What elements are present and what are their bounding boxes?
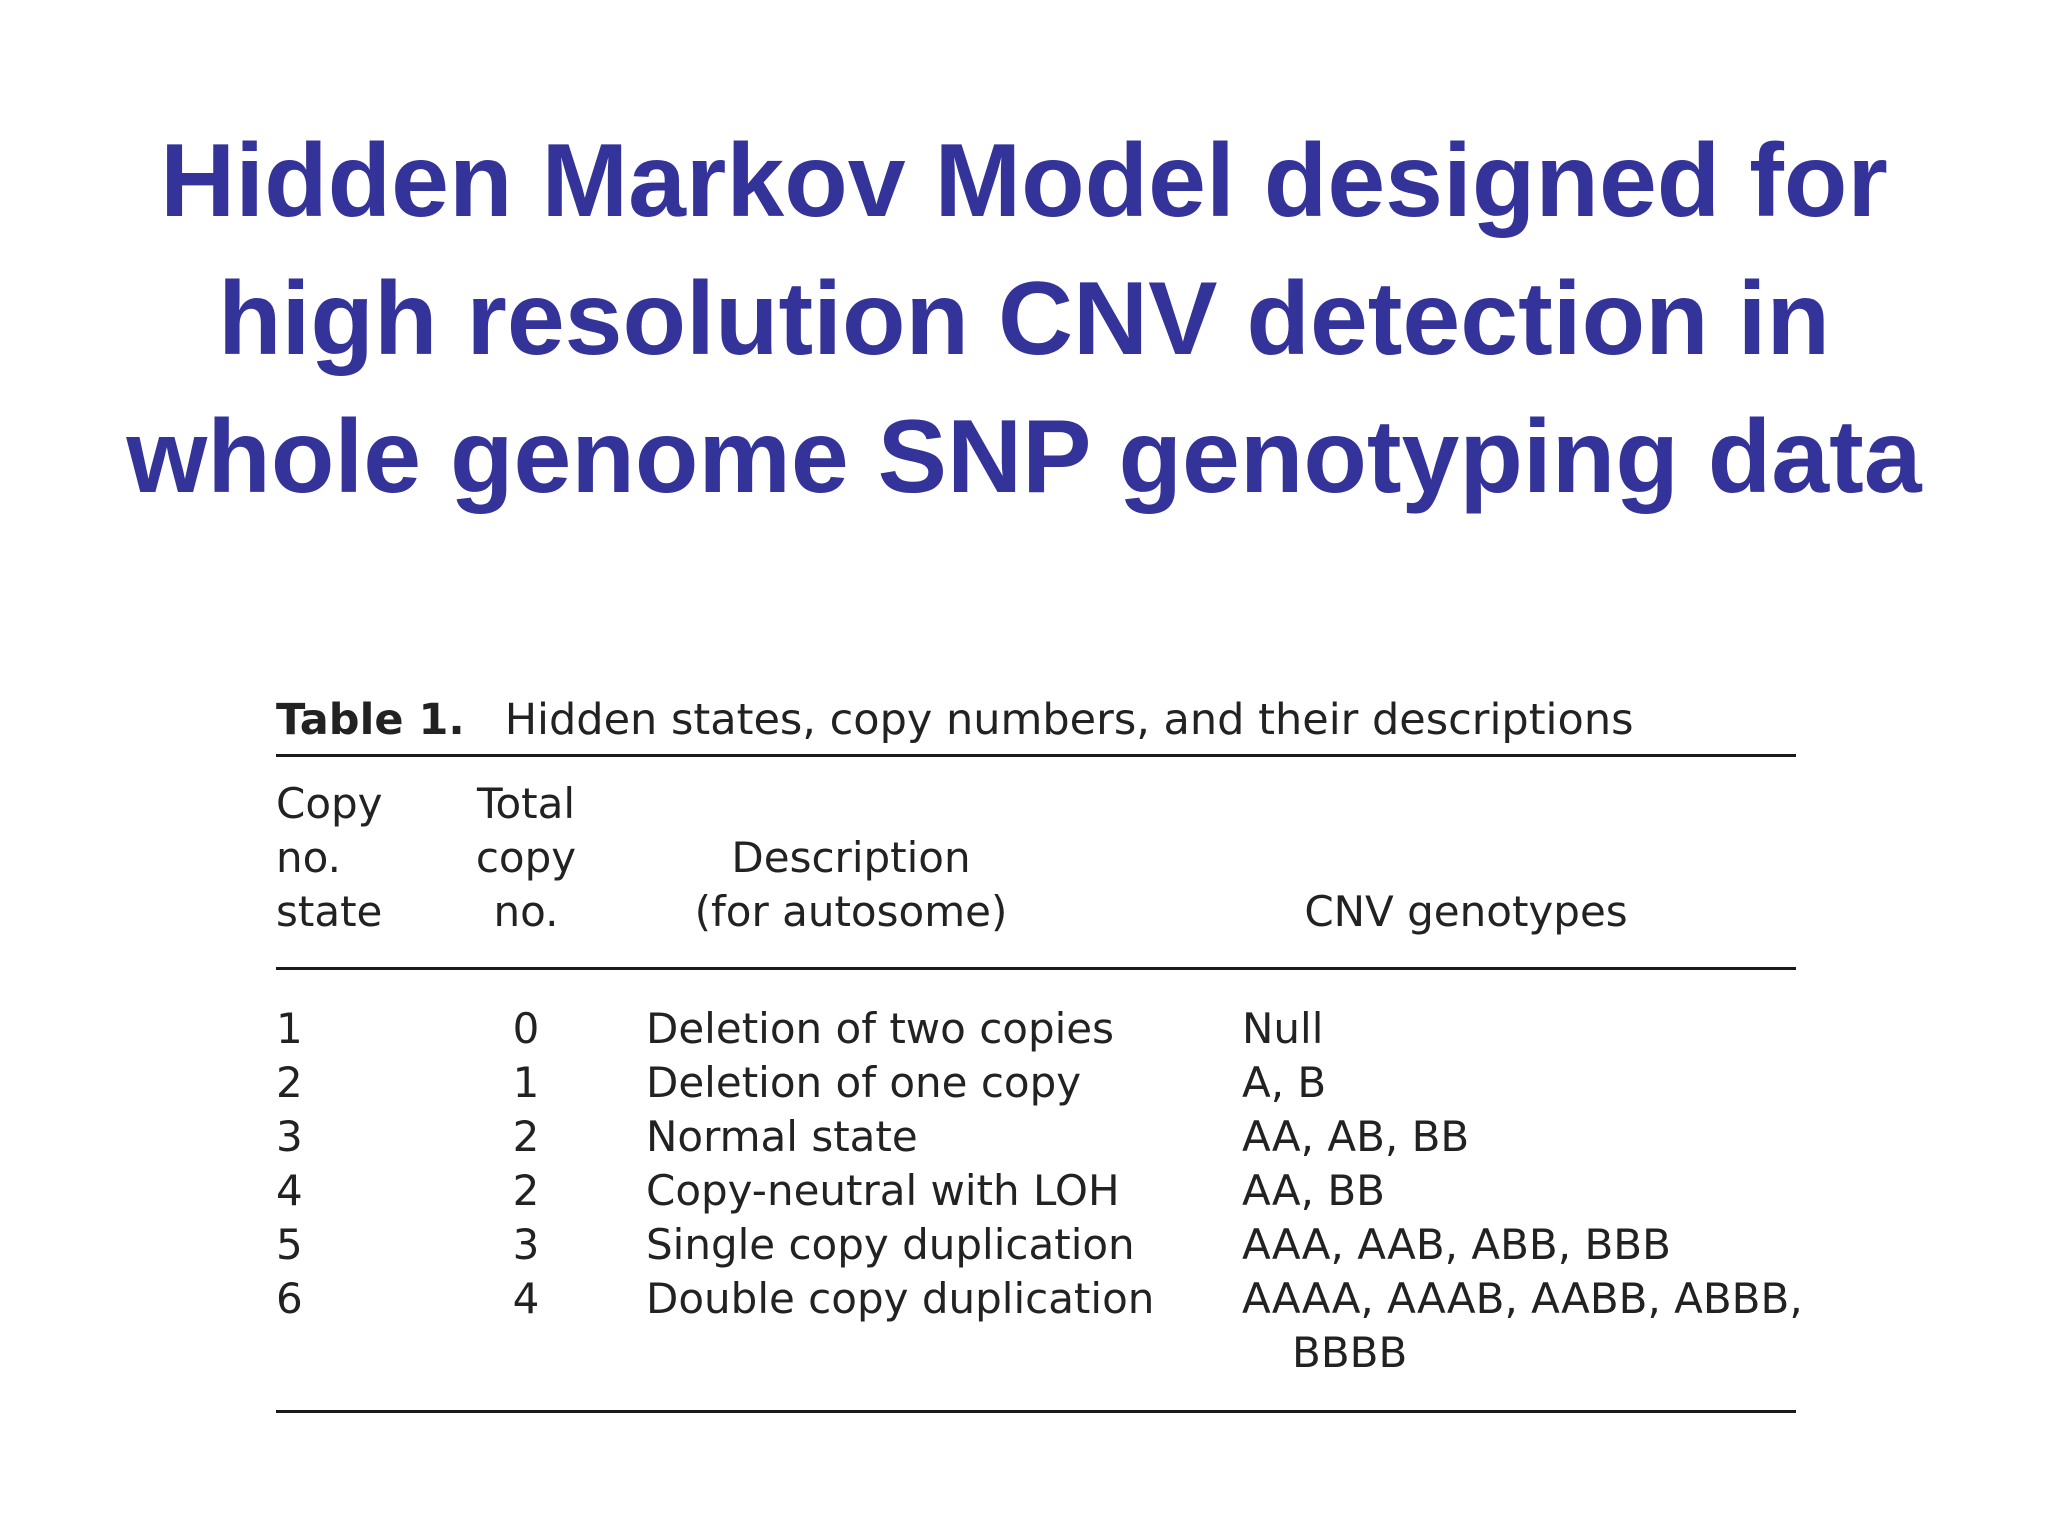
title-line-3: whole genome SNP genotyping data	[126, 399, 1922, 515]
header-rule	[276, 967, 1796, 970]
table-caption: Table 1. Hidden states, copy numbers, and…	[276, 690, 1796, 754]
cell-total: 3	[512, 1220, 540, 1269]
cell-description: Single copy duplication	[646, 1220, 1135, 1269]
slide-title: Hidden Markov Model designed for high re…	[0, 112, 2048, 526]
cell-genotypes: AA, AB, BB	[1242, 1112, 1470, 1161]
cell-description: Deletion of two copies	[646, 1004, 1115, 1053]
table-caption-text: Hidden states, copy numbers, and their d…	[504, 695, 1634, 745]
title-line-1: Hidden Markov Model designed for	[160, 123, 1888, 239]
table-row: 6 4 Double copy duplication AAAA, AAAB, …	[276, 1272, 1803, 1380]
table-row: 4 2 Copy-neutral with LOH AA, BB	[276, 1164, 1796, 1218]
header-description: Description (for autosome)	[694, 833, 1008, 936]
cell-state: 1	[276, 1004, 303, 1053]
table-body: 1 0 Deletion of two copies Null 2 1 Dele…	[276, 970, 1803, 1410]
table-row: 5 3 Single copy duplication AAA, AAB, AB…	[276, 1218, 1796, 1272]
cell-state: 6	[276, 1274, 303, 1323]
cell-state: 2	[276, 1058, 303, 1107]
table-row: 3 2 Normal state AA, AB, BB	[276, 1110, 1796, 1164]
cell-state: 5	[276, 1220, 303, 1269]
bottom-rule	[276, 1410, 1796, 1413]
cell-state: 3	[276, 1112, 303, 1161]
header-total-copy: Total copy no.	[475, 779, 577, 936]
cell-description: Deletion of one copy	[646, 1058, 1082, 1107]
cell-genotypes: Null	[1242, 1004, 1324, 1053]
table-caption-label: Table 1.	[276, 695, 465, 745]
cell-total: 1	[512, 1058, 540, 1107]
top-rule	[276, 754, 1796, 757]
cell-state: 4	[276, 1166, 303, 1215]
cell-genotypes: AAAA, AAAB, AABB, ABBB, BBBB	[1242, 1272, 1803, 1380]
table-figure: Table 1. Hidden states, copy numbers, and…	[276, 690, 1803, 1413]
cell-description: Double copy duplication	[646, 1274, 1155, 1323]
header-cnv-genotypes: CNV genotypes	[1304, 887, 1628, 936]
cell-total: 0	[512, 1004, 540, 1053]
cell-description: Copy-neutral with LOH	[646, 1166, 1120, 1215]
cell-genotypes: AAA, AAB, ABB, BBB	[1242, 1220, 1671, 1269]
title-line-2: high resolution CNV detection in	[218, 261, 1830, 377]
cell-genotypes-continued: BBBB	[1292, 1328, 1408, 1377]
cell-description: Normal state	[646, 1112, 918, 1161]
cell-total: 4	[512, 1274, 540, 1323]
cell-genotypes: AA, BB	[1242, 1166, 1385, 1215]
table-row: 2 1 Deletion of one copy A, B	[276, 1056, 1796, 1110]
header-copy-state: Copy no. state	[276, 779, 383, 936]
table-row: 1 0 Deletion of two copies Null	[276, 1002, 1796, 1056]
cell-total: 2	[512, 1166, 540, 1215]
table-header: Copy no. state Total copy no. Descriptio…	[276, 757, 1796, 967]
cell-total: 2	[512, 1112, 540, 1161]
cell-genotypes: A, B	[1242, 1058, 1327, 1107]
